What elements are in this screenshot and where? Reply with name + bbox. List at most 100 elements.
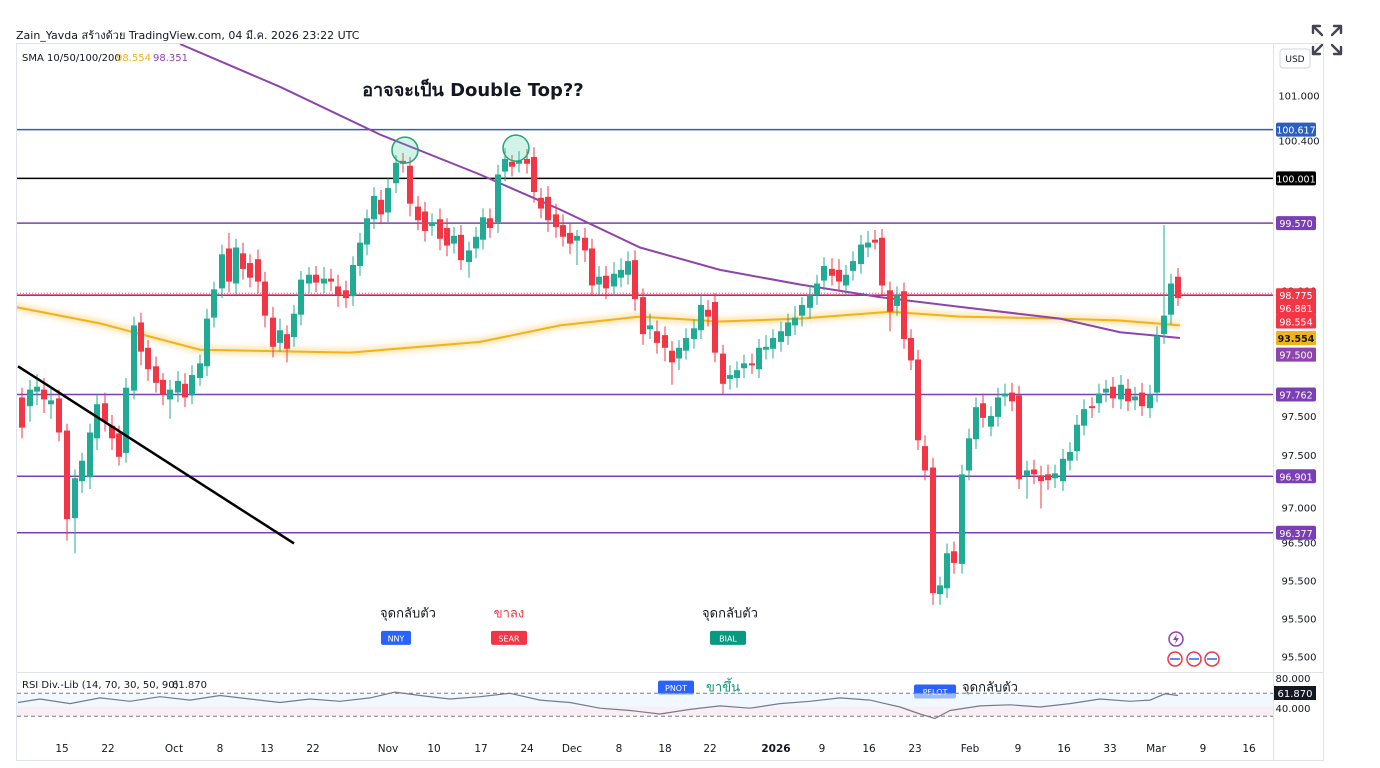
candle xyxy=(1052,464,1058,488)
candle-body xyxy=(102,403,108,422)
candle xyxy=(197,354,203,386)
candle-body xyxy=(429,222,435,227)
signal-badge-label: PFLOT xyxy=(923,688,948,697)
sma-200-line[interactable] xyxy=(179,44,1181,339)
trendline[interactable] xyxy=(17,365,295,545)
candle xyxy=(451,227,457,254)
chart-title: อาจจะเป็น Double Top?? xyxy=(362,78,584,101)
alert-icons[interactable] xyxy=(1167,631,1220,667)
candle-body xyxy=(226,248,232,282)
candle xyxy=(922,435,928,481)
indicator-legend-name[interactable]: SMA 10/50/100/200 xyxy=(22,53,121,64)
price-label-box xyxy=(1276,314,1316,329)
candle xyxy=(980,393,986,428)
sma-100-line[interactable] xyxy=(0,304,1181,354)
candle-body xyxy=(705,309,711,317)
candle-body xyxy=(175,380,181,393)
rsi-legend-name[interactable]: RSI Div.-Lib (14, 70, 30, 50, 90) xyxy=(22,680,179,691)
candle xyxy=(850,251,856,281)
currency-button[interactable] xyxy=(1279,48,1311,69)
candle-body xyxy=(56,398,62,433)
level-label: 100.617 xyxy=(1276,126,1315,137)
candle-body xyxy=(980,403,986,418)
x-tick-label: 2026 xyxy=(761,743,790,755)
candle xyxy=(829,258,835,286)
candle-body xyxy=(1096,393,1102,404)
fullscreen-icon[interactable] xyxy=(1309,22,1345,58)
candle xyxy=(691,319,697,349)
signal-badge[interactable] xyxy=(381,630,411,645)
candle-body xyxy=(1067,451,1073,461)
candle-body xyxy=(596,276,602,285)
candle-body xyxy=(422,211,428,231)
candle xyxy=(698,295,704,340)
candle-body xyxy=(145,347,151,370)
candle xyxy=(1060,449,1066,491)
candle xyxy=(872,229,878,250)
candle xyxy=(589,238,595,296)
candle-body xyxy=(487,218,493,229)
candle-body xyxy=(211,289,217,318)
candle-body xyxy=(219,254,225,289)
candle xyxy=(603,265,609,300)
candle-body xyxy=(756,347,762,370)
candle-body xyxy=(306,274,312,284)
candle-body xyxy=(516,160,522,164)
signal-badge[interactable] xyxy=(491,630,527,645)
candle-body xyxy=(1052,473,1058,479)
candle xyxy=(378,190,384,225)
signal-badge[interactable] xyxy=(710,630,746,645)
candle-body xyxy=(720,353,726,384)
x-tick-label: Mar xyxy=(1146,743,1166,755)
candle-body xyxy=(407,165,413,204)
candle xyxy=(1147,384,1153,418)
x-tick-label: 15 xyxy=(55,743,68,755)
x-tick-label: Oct xyxy=(165,743,183,755)
candle xyxy=(625,251,631,285)
candle xyxy=(611,262,617,297)
x-tick-label: 17 xyxy=(474,743,487,755)
candle-body xyxy=(1147,394,1153,409)
annotation-label: จุดกลับตัว xyxy=(962,680,1018,695)
candle-body xyxy=(233,247,239,284)
candle-body xyxy=(444,228,450,246)
y-tick-label: 97.000 xyxy=(1282,503,1317,514)
candle-body xyxy=(1074,424,1080,451)
signal-badge[interactable] xyxy=(658,680,694,695)
candle xyxy=(640,288,646,345)
candle xyxy=(407,156,413,217)
y-tick-label: 95.500 xyxy=(1282,652,1317,663)
candle-body xyxy=(48,400,54,405)
candle xyxy=(734,361,740,388)
candle xyxy=(712,293,718,363)
candle xyxy=(814,274,820,305)
rsi-line[interactable] xyxy=(17,691,1179,720)
y-tick-label: 97.500 xyxy=(1282,412,1317,423)
y-tick-label: 97.500 xyxy=(1282,451,1317,462)
candle-body xyxy=(915,359,921,441)
y-tick-label: 100.400 xyxy=(1278,136,1319,147)
y-tick-label: 95.500 xyxy=(1282,576,1317,587)
candle-body xyxy=(894,295,900,306)
top-circle-marker-1[interactable] xyxy=(391,136,419,164)
annotation-label: ขาขึ้น xyxy=(706,677,740,695)
candle xyxy=(531,147,537,203)
candle xyxy=(487,208,493,238)
candle-body xyxy=(72,478,78,519)
candle xyxy=(901,282,907,349)
candle-body xyxy=(698,304,704,331)
x-tick-label: 9 xyxy=(1200,743,1207,755)
candle-body xyxy=(654,331,660,343)
candle xyxy=(553,203,559,238)
candle-body xyxy=(240,253,246,269)
candle xyxy=(123,377,129,463)
candle-body xyxy=(669,350,675,363)
candle-body xyxy=(734,370,740,378)
candle-body xyxy=(632,260,638,300)
candle-body xyxy=(79,460,85,482)
candle xyxy=(662,326,668,362)
top-circle-marker-2[interactable] xyxy=(502,134,530,162)
candle-body xyxy=(262,281,268,316)
candle xyxy=(1031,459,1037,485)
candle-body xyxy=(1103,388,1109,393)
